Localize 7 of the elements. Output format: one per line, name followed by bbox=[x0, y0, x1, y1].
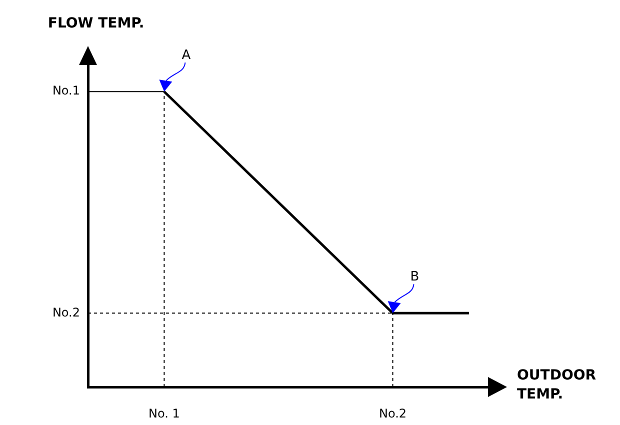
x-tick-label: No. 1 bbox=[148, 406, 180, 420]
ref-line-label: No.2 bbox=[52, 305, 80, 320]
y-axis-title: FLOW TEMP. bbox=[48, 16, 144, 32]
annotation: A bbox=[182, 48, 191, 63]
ref-line-label: No.1 bbox=[52, 84, 80, 98]
annotation: B bbox=[410, 270, 420, 285]
x-axis-title: OUTDOOR TEMP. bbox=[517, 368, 596, 403]
